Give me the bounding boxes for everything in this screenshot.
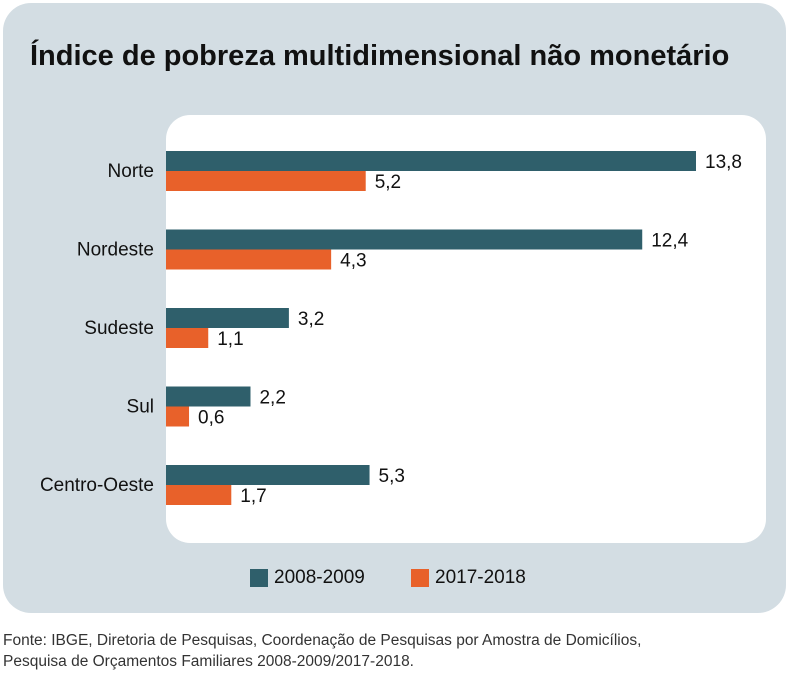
data-label: 3,2 bbox=[298, 309, 324, 330]
bar-2008-2009-Norte bbox=[166, 151, 696, 171]
data-label: 5,2 bbox=[375, 172, 401, 193]
legend-label-series-1: 2008-2009 bbox=[274, 567, 365, 588]
data-label: 1,7 bbox=[240, 486, 266, 507]
legend-swatch-series-2 bbox=[411, 569, 429, 587]
bar-chart: Norte 13,8 5,2 Nordeste 12,4 4,3 Sudeste 3,2 1,1… bbox=[40, 151, 742, 507]
bar-2008-2009-Sul bbox=[166, 386, 251, 407]
bar-2017-2018-Centro-Oeste bbox=[166, 485, 232, 505]
bar-2008-2009-Sudeste bbox=[166, 308, 289, 328]
data-label: 13,8 bbox=[705, 152, 742, 173]
data-label: 1,1 bbox=[217, 329, 243, 350]
data-label: 2,2 bbox=[259, 388, 285, 409]
category-label: Sudeste bbox=[84, 318, 154, 339]
bar-2008-2009-Nordeste bbox=[166, 229, 643, 250]
bar-2017-2018-Norte bbox=[166, 171, 366, 191]
chart-title: Índice de pobreza multidimensional não m… bbox=[30, 40, 730, 72]
legend-label-series-2: 2017-2018 bbox=[435, 567, 526, 588]
bar-2017-2018-Sul bbox=[166, 406, 190, 427]
data-label: 5,3 bbox=[379, 466, 405, 487]
category-label: Centro-Oeste bbox=[40, 475, 154, 496]
category-label: Norte bbox=[108, 161, 154, 182]
bar-2008-2009-Centro-Oeste bbox=[166, 465, 370, 485]
source-note: Fonte: IBGE, Diretoria de Pesquisas, Coo… bbox=[3, 630, 783, 672]
data-label: 0,6 bbox=[198, 408, 224, 429]
source-line-1: Fonte: IBGE, Diretoria de Pesquisas, Coo… bbox=[3, 632, 642, 649]
bar-2017-2018-Sudeste bbox=[166, 328, 209, 348]
source-line-2: Pesquisa de Orçamentos Familiares 2008-2… bbox=[3, 653, 414, 670]
legend-swatch-series-1 bbox=[250, 569, 268, 587]
legend: 2008-2009 2017-2018 bbox=[0, 563, 789, 593]
data-label: 12,4 bbox=[651, 231, 688, 252]
legend-item-series-1: 2008-2009 bbox=[250, 563, 365, 593]
data-label: 4,3 bbox=[340, 251, 366, 272]
bar-2017-2018-Nordeste bbox=[166, 249, 332, 270]
legend-item-series-2: 2017-2018 bbox=[411, 563, 526, 593]
category-label: Nordeste bbox=[77, 240, 154, 261]
category-label: Sul bbox=[127, 397, 154, 418]
